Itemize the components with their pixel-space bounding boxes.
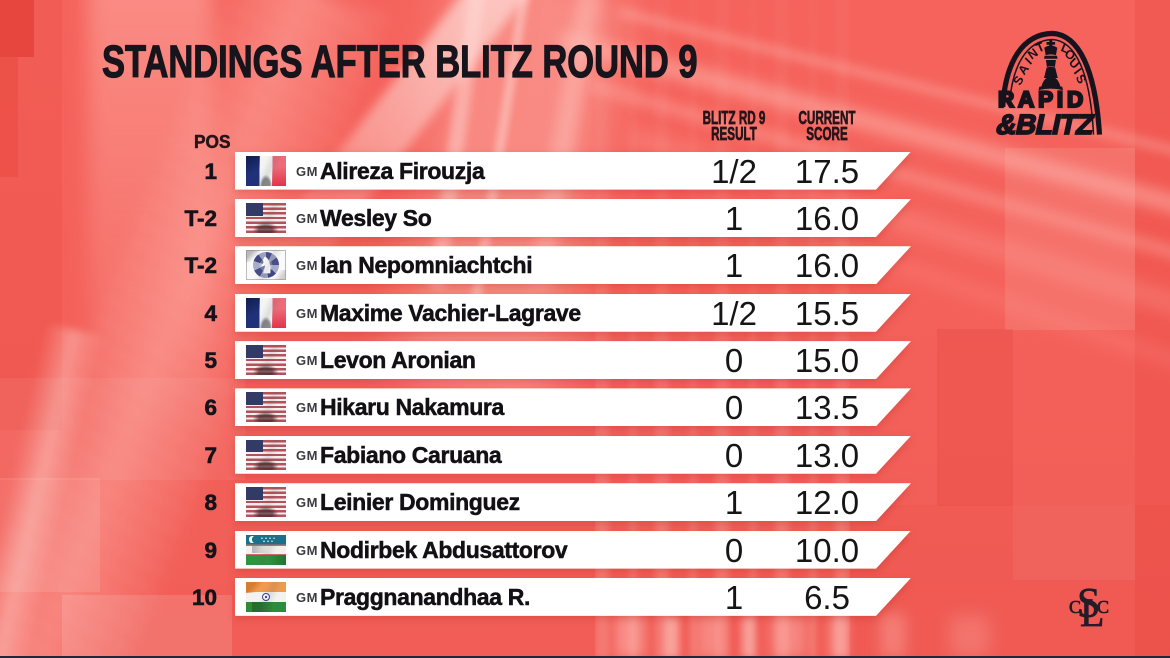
svg-text:I: I [1071, 66, 1084, 77]
svg-text:&BLITZ: &BLITZ [994, 108, 1097, 140]
svg-text:RAPID: RAPID [998, 87, 1087, 112]
